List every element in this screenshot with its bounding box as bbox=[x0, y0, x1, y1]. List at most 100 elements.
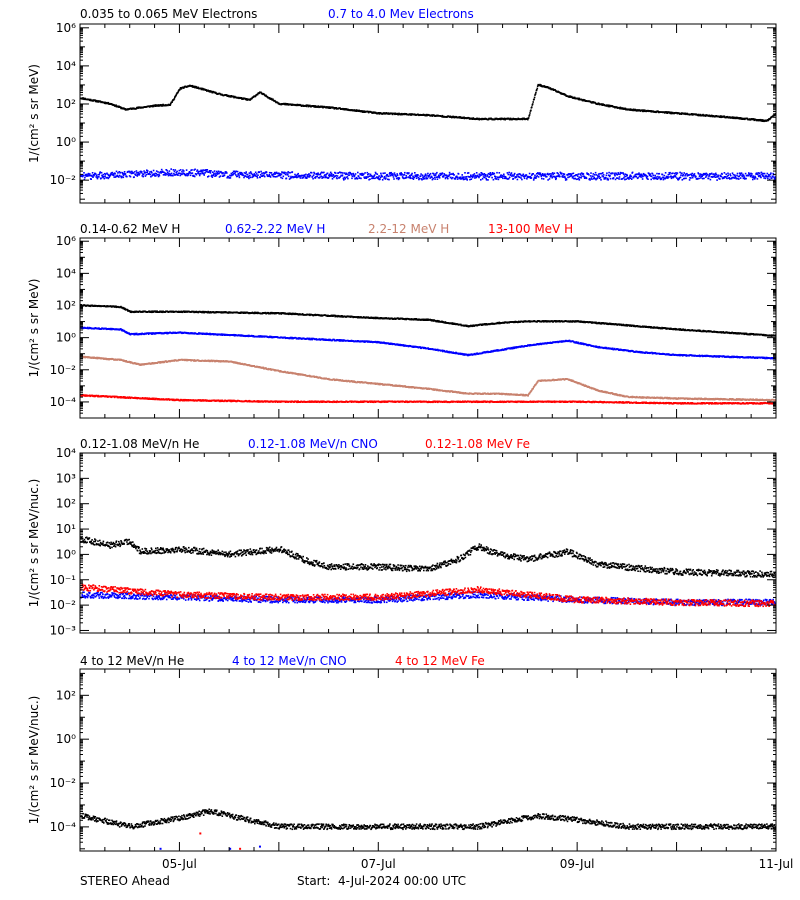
point bbox=[200, 169, 202, 172]
point bbox=[453, 115, 455, 118]
point bbox=[348, 172, 350, 174]
point bbox=[770, 334, 773, 336]
point bbox=[462, 178, 465, 181]
point bbox=[132, 332, 135, 335]
point bbox=[660, 327, 663, 330]
point bbox=[284, 171, 286, 174]
point bbox=[478, 176, 480, 179]
point bbox=[684, 174, 686, 177]
point bbox=[582, 173, 585, 175]
point bbox=[236, 170, 239, 173]
point bbox=[508, 176, 511, 179]
point bbox=[623, 175, 626, 177]
point bbox=[531, 103, 534, 105]
point bbox=[601, 103, 603, 105]
point bbox=[128, 170, 130, 173]
point bbox=[460, 323, 462, 326]
point bbox=[517, 176, 520, 178]
point bbox=[137, 171, 139, 174]
point bbox=[607, 177, 609, 180]
point bbox=[561, 176, 564, 178]
point bbox=[448, 171, 451, 174]
point bbox=[357, 316, 360, 318]
point bbox=[121, 329, 123, 332]
point bbox=[395, 175, 398, 178]
point bbox=[555, 175, 558, 178]
point bbox=[685, 177, 687, 180]
point bbox=[661, 173, 664, 176]
point bbox=[464, 172, 466, 174]
point bbox=[576, 178, 579, 180]
point bbox=[187, 174, 190, 176]
point bbox=[424, 173, 427, 175]
point bbox=[491, 176, 493, 179]
point bbox=[415, 174, 417, 176]
point bbox=[306, 177, 308, 179]
point bbox=[107, 173, 109, 176]
point bbox=[88, 174, 91, 177]
point bbox=[615, 172, 617, 174]
point bbox=[623, 177, 625, 179]
point bbox=[242, 98, 244, 100]
point bbox=[118, 176, 120, 178]
point bbox=[549, 87, 552, 89]
point bbox=[227, 94, 230, 97]
point bbox=[563, 176, 565, 178]
point bbox=[767, 118, 770, 121]
point bbox=[541, 177, 543, 180]
point bbox=[181, 171, 183, 173]
point bbox=[573, 97, 576, 100]
point bbox=[348, 174, 351, 176]
point bbox=[540, 84, 542, 86]
point bbox=[647, 178, 649, 180]
point bbox=[503, 175, 506, 177]
point bbox=[253, 173, 256, 175]
point bbox=[522, 174, 524, 177]
point bbox=[372, 177, 375, 180]
point bbox=[412, 175, 414, 178]
point bbox=[695, 175, 697, 178]
point bbox=[364, 177, 367, 179]
point bbox=[600, 323, 603, 325]
point bbox=[104, 101, 106, 104]
point bbox=[113, 174, 115, 177]
point bbox=[673, 172, 676, 175]
point bbox=[427, 172, 429, 175]
point bbox=[698, 177, 700, 180]
point bbox=[713, 173, 715, 175]
point bbox=[654, 174, 656, 177]
point bbox=[169, 102, 172, 105]
point bbox=[370, 174, 373, 177]
point bbox=[555, 177, 557, 180]
point bbox=[353, 109, 355, 111]
point bbox=[757, 173, 759, 176]
point bbox=[114, 176, 117, 178]
point bbox=[375, 317, 377, 320]
point bbox=[551, 172, 554, 174]
point bbox=[439, 174, 442, 177]
point bbox=[401, 173, 403, 175]
point bbox=[446, 176, 449, 178]
point bbox=[573, 177, 575, 180]
point bbox=[214, 174, 217, 176]
point bbox=[301, 313, 304, 315]
point bbox=[508, 171, 510, 174]
point bbox=[492, 173, 494, 176]
point bbox=[136, 332, 138, 335]
point bbox=[313, 172, 316, 175]
point bbox=[391, 113, 394, 116]
point bbox=[414, 175, 417, 178]
point bbox=[480, 118, 483, 121]
point bbox=[542, 178, 545, 180]
point bbox=[478, 173, 481, 175]
point bbox=[506, 172, 509, 174]
point bbox=[696, 178, 699, 180]
point bbox=[655, 111, 657, 114]
point bbox=[475, 176, 478, 179]
point bbox=[150, 175, 152, 178]
point bbox=[403, 173, 406, 176]
point bbox=[738, 118, 741, 120]
point bbox=[536, 85, 539, 87]
point bbox=[714, 176, 717, 178]
point bbox=[254, 171, 257, 174]
